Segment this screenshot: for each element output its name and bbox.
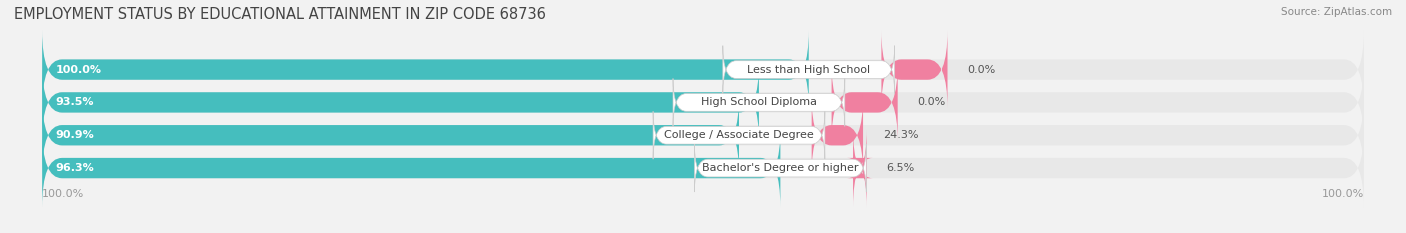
Text: College / Associate Degree: College / Associate Degree — [664, 130, 814, 140]
Text: Bachelor's Degree or higher: Bachelor's Degree or higher — [702, 163, 859, 173]
Text: EMPLOYMENT STATUS BY EDUCATIONAL ATTAINMENT IN ZIP CODE 68736: EMPLOYMENT STATUS BY EDUCATIONAL ATTAINM… — [14, 7, 546, 22]
Text: Less than High School: Less than High School — [747, 65, 870, 75]
Text: 100.0%: 100.0% — [1322, 189, 1364, 199]
FancyBboxPatch shape — [42, 31, 808, 109]
FancyBboxPatch shape — [831, 63, 897, 141]
FancyBboxPatch shape — [42, 129, 780, 207]
FancyBboxPatch shape — [695, 144, 866, 192]
FancyBboxPatch shape — [42, 96, 740, 174]
FancyBboxPatch shape — [42, 63, 1364, 141]
Text: 96.3%: 96.3% — [55, 163, 94, 173]
FancyBboxPatch shape — [846, 129, 873, 207]
Text: 100.0%: 100.0% — [55, 65, 101, 75]
Text: 0.0%: 0.0% — [918, 97, 946, 107]
Text: 93.5%: 93.5% — [55, 97, 94, 107]
Text: 100.0%: 100.0% — [42, 189, 84, 199]
Text: Source: ZipAtlas.com: Source: ZipAtlas.com — [1281, 7, 1392, 17]
FancyBboxPatch shape — [673, 79, 845, 126]
Text: 90.9%: 90.9% — [55, 130, 94, 140]
FancyBboxPatch shape — [723, 46, 894, 94]
FancyBboxPatch shape — [42, 129, 1364, 207]
FancyBboxPatch shape — [652, 111, 825, 159]
FancyBboxPatch shape — [882, 31, 948, 109]
FancyBboxPatch shape — [42, 31, 1364, 109]
FancyBboxPatch shape — [811, 96, 863, 174]
Text: 24.3%: 24.3% — [883, 130, 918, 140]
FancyBboxPatch shape — [42, 96, 1364, 174]
Text: 0.0%: 0.0% — [967, 65, 995, 75]
FancyBboxPatch shape — [42, 63, 759, 141]
Text: High School Diploma: High School Diploma — [702, 97, 817, 107]
Text: 6.5%: 6.5% — [887, 163, 915, 173]
